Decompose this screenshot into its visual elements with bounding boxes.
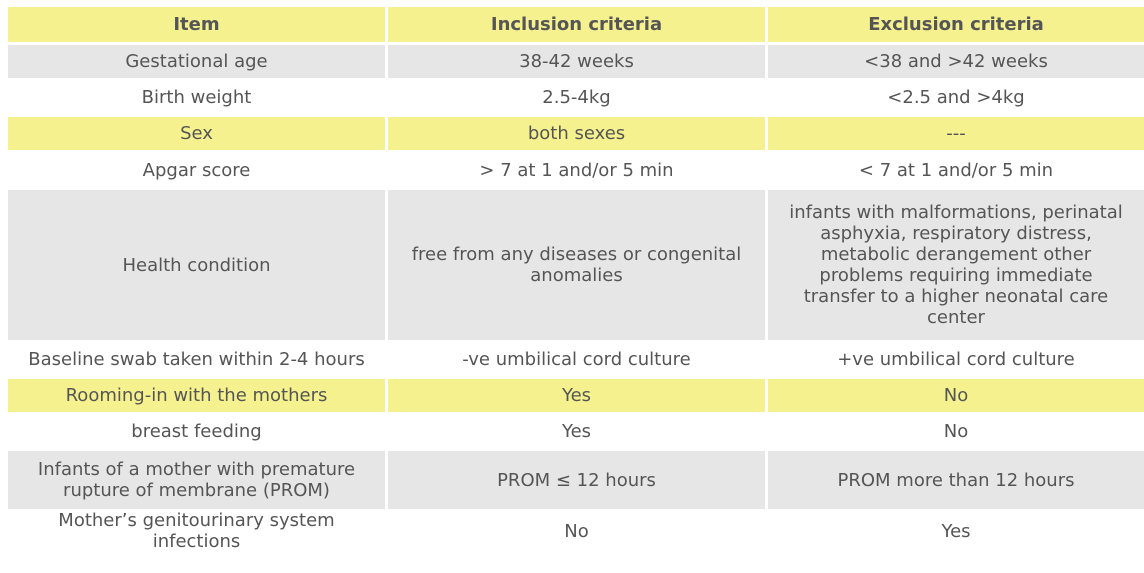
row-inclusion: 38-42 weeks xyxy=(388,45,765,78)
row-exclusion: Yes xyxy=(768,512,1144,550)
table-row: Apgar score > 7 at 1 and/or 5 min < 7 at… xyxy=(8,153,1144,187)
row-item: Rooming-in with the mothers xyxy=(8,379,385,412)
table-row: Rooming-in with the mothers Yes No xyxy=(8,379,1144,412)
row-exclusion: < 7 at 1 and/or 5 min xyxy=(768,153,1144,187)
row-exclusion: No xyxy=(768,379,1144,412)
row-inclusion: PROM ≤ 12 hours xyxy=(388,451,765,509)
row-item: Infants of a mother with premature ruptu… xyxy=(8,451,385,509)
table-row: Gestational age 38-42 weeks <38 and >42 … xyxy=(8,45,1144,78)
row-item: breast feeding xyxy=(8,415,385,448)
row-inclusion: No xyxy=(388,512,765,550)
row-item: Sex xyxy=(8,117,385,150)
row-inclusion: 2.5-4kg xyxy=(388,81,765,114)
header-exclusion-criteria: Exclusion criteria xyxy=(768,7,1144,42)
row-exclusion: --- xyxy=(768,117,1144,150)
row-exclusion: <2.5 and >4kg xyxy=(768,81,1144,114)
row-item: Health condition xyxy=(8,190,385,340)
row-item: Gestational age xyxy=(8,45,385,78)
row-exclusion: +ve umbilical cord culture xyxy=(768,343,1144,376)
table-row: Sex both sexes --- xyxy=(8,117,1144,150)
row-inclusion: -ve umbilical cord culture xyxy=(388,343,765,376)
table-header-row: Item Inclusion criteria Exclusion criter… xyxy=(8,7,1144,42)
row-inclusion: Yes xyxy=(388,379,765,412)
row-inclusion: > 7 at 1 and/or 5 min xyxy=(388,153,765,187)
row-inclusion: both sexes xyxy=(388,117,765,150)
table-row: breast feeding Yes No xyxy=(8,415,1144,448)
table-row: Infants of a mother with premature ruptu… xyxy=(8,451,1144,509)
row-inclusion: free from any diseases or congenital ano… xyxy=(388,190,765,340)
table-row: Mother’s genitourinary system infections… xyxy=(8,510,1144,552)
table-row: Health condition free from any diseases … xyxy=(8,190,1144,340)
header-inclusion-criteria: Inclusion criteria xyxy=(388,7,765,42)
row-item: Mother’s genitourinary system infections xyxy=(8,510,385,552)
row-exclusion: PROM more than 12 hours xyxy=(768,451,1144,509)
header-item: Item xyxy=(8,7,385,42)
row-exclusion: infants with malformations, perinatal as… xyxy=(768,190,1144,340)
row-item: Birth weight xyxy=(8,81,385,114)
row-exclusion: No xyxy=(768,415,1144,448)
criteria-table: Item Inclusion criteria Exclusion criter… xyxy=(8,7,1144,553)
row-item: Apgar score xyxy=(8,153,385,187)
row-inclusion: Yes xyxy=(388,415,765,448)
table-row: Baseline swab taken within 2-4 hours -ve… xyxy=(8,343,1144,376)
row-item: Baseline swab taken within 2-4 hours xyxy=(8,343,385,376)
table-row: Birth weight 2.5-4kg <2.5 and >4kg xyxy=(8,81,1144,114)
row-exclusion: <38 and >42 weeks xyxy=(768,45,1144,78)
